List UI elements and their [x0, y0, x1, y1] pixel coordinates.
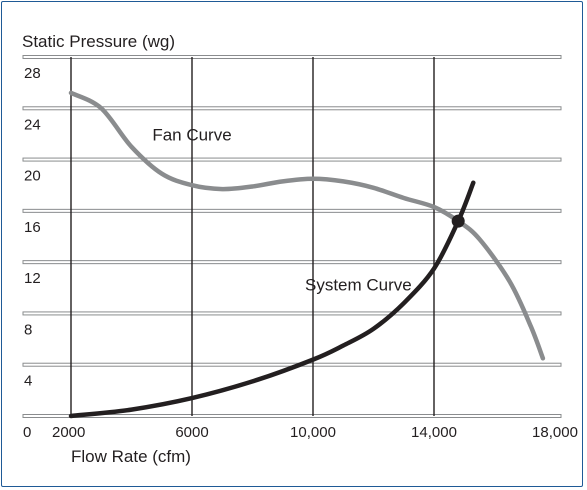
x-axis-title: Flow Rate (cfm)	[71, 447, 191, 466]
gridline-y	[22, 260, 562, 265]
annotation-label: Fan Curve	[152, 125, 231, 144]
system-curve-line	[68, 180, 476, 419]
x-tick-label: 14,000	[411, 424, 457, 441]
x-tick-label: 6000	[175, 424, 208, 441]
y-tick-label: 28	[24, 65, 41, 82]
y-tick-label: 24	[24, 116, 41, 133]
y-tick-label: 12	[24, 270, 41, 287]
gridline-y	[22, 311, 562, 316]
curves	[68, 90, 546, 419]
annotation-label: System Curve	[305, 275, 412, 294]
gridline-y	[22, 106, 562, 111]
labels: Static Pressure (wg) Flow Rate (cfm) 4 8 1…	[22, 32, 578, 466]
y-axis-title: Static Pressure (wg)	[22, 32, 175, 51]
x-origin-label: 0	[23, 424, 31, 441]
fan-curve-line	[68, 90, 546, 361]
y-tick-label: 4	[24, 373, 32, 390]
x-tick-label: 2000	[52, 424, 85, 441]
y-tick-label: 8	[24, 321, 32, 338]
gridline-y	[22, 157, 562, 162]
grid	[22, 55, 562, 418]
gridline-y	[22, 414, 562, 418]
gridline-y	[22, 55, 562, 59]
gridline-y	[22, 208, 562, 213]
x-tick-label: 18,000	[532, 424, 578, 441]
y-tick-label: 16	[24, 219, 41, 236]
operating-point-marker	[451, 214, 465, 228]
x-tick-label: 10,000	[290, 424, 336, 441]
y-tick-label: 20	[24, 168, 41, 185]
